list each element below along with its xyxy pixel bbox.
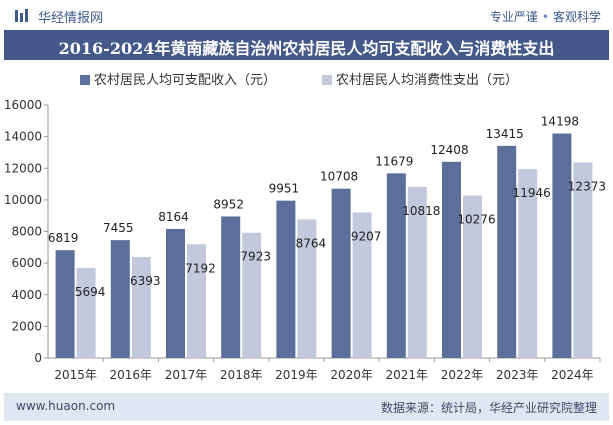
data-label-income: 8164 — [158, 210, 189, 224]
y-tick-label: 16000 — [4, 98, 42, 112]
y-tick-label: 0 — [34, 351, 42, 365]
legend-swatch-income — [80, 75, 90, 85]
x-tick-label: 2015年 — [54, 368, 97, 382]
y-tick-label: 14000 — [4, 130, 42, 144]
data-label-expense: 11946 — [513, 186, 551, 200]
title-bar: 2016-2024年黄南藏族自治州农村居民人均可支配收入与消费性支出 — [4, 30, 609, 60]
y-tick-label: 2000 — [11, 319, 42, 333]
data-label-expense: 8764 — [296, 236, 327, 250]
legend-item-income: 农村居民人均可支配收入（元） — [80, 69, 276, 88]
bar-expense — [131, 256, 151, 358]
bar-expense — [297, 219, 317, 358]
data-label-income: 13415 — [486, 127, 524, 141]
legend-label-income: 农村居民人均可支配收入（元） — [94, 73, 277, 88]
footer-url: www.huaon.com — [16, 399, 116, 413]
bar-expense — [407, 186, 427, 358]
y-tick-label: 4000 — [11, 288, 42, 302]
data-label-income: 7455 — [103, 221, 134, 235]
x-tick-label: 2017年 — [165, 368, 208, 382]
bar-expense — [242, 232, 262, 358]
tagline-right: 客观科学 — [552, 10, 601, 24]
footer-bar: www.huaon.com 数据来源：统计局，华经产业研究院整理 — [4, 393, 609, 421]
tagline: 专业严谨 • 客观科学 — [490, 8, 601, 25]
bar-chart: 0 2000 4000 6000 8000 10000 12000 14000 16000 201… — [4, 98, 606, 382]
data-label-expense: 10276 — [457, 213, 495, 227]
bar-income — [166, 228, 185, 358]
y-tick-label: 10000 — [4, 193, 42, 207]
bar-expense — [463, 195, 482, 358]
y-tick-label: 12000 — [4, 161, 42, 175]
data-label-expense: 9207 — [351, 229, 382, 243]
tagline-dot: • — [541, 10, 549, 24]
data-label-income: 8952 — [213, 197, 244, 211]
data-label-income: 11679 — [375, 154, 413, 168]
x-tick-label: 2020年 — [330, 368, 373, 382]
bar-income — [221, 216, 241, 358]
y-tick-label: 6000 — [11, 256, 42, 270]
data-label-expense: 6393 — [130, 274, 161, 288]
x-tick-label: 2023年 — [496, 368, 539, 382]
logo-icon — [15, 9, 28, 22]
bar-expense — [352, 212, 372, 358]
bar-expense — [76, 267, 96, 358]
data-label-income: 9951 — [269, 182, 300, 196]
top-bar: 华经情报网 专业严谨 • 客观科学 — [0, 0, 613, 30]
bar-income — [552, 133, 572, 358]
x-tick-label: 2022年 — [441, 368, 484, 382]
data-label-expense: 5694 — [75, 285, 106, 299]
data-label-expense: 7192 — [185, 261, 216, 275]
legend-swatch-expense — [322, 75, 332, 85]
brand-name: 华经情报网 — [38, 11, 104, 26]
bar-income — [497, 145, 517, 358]
data-label-income: 10708 — [320, 170, 358, 184]
tagline-left: 专业严谨 — [489, 10, 538, 24]
legend-item-expense: 农村居民人均消费性支出（元） — [322, 69, 518, 88]
bar-income — [442, 161, 461, 358]
chart-legend: 农村居民人均可支配收入（元） 农村居民人均消费性支出（元） — [0, 69, 613, 88]
x-tick-label: 2021年 — [386, 368, 429, 382]
bar-income — [276, 200, 296, 358]
x-tick-label: 2019年 — [275, 368, 318, 382]
data-label-income: 14198 — [541, 114, 579, 128]
bar-expense — [573, 162, 593, 358]
x-tick-label: 2016年 — [110, 368, 153, 382]
x-tick-label: 2018年 — [220, 368, 263, 382]
data-label-income: 12408 — [430, 143, 468, 157]
bar-income — [55, 250, 75, 358]
legend-label-expense: 农村居民人均消费性支出（元） — [336, 73, 519, 88]
bar-income — [331, 188, 351, 358]
footer-source: 数据来源：统计局，华经产业研究院整理 — [380, 401, 597, 415]
bar-expense — [187, 244, 206, 358]
data-label-expense: 7923 — [240, 250, 271, 264]
data-label-expense: 12373 — [568, 179, 606, 193]
data-label-expense: 10818 — [402, 204, 440, 218]
chart-title: 2016-2024年黄南藏族自治州农村居民人均可支配收入与消费性支出 — [58, 39, 555, 58]
bar-income — [386, 173, 406, 358]
y-tick-label: 8000 — [11, 225, 42, 239]
data-label-income: 6819 — [48, 231, 79, 245]
bar-income — [110, 240, 130, 358]
bar-expense — [518, 169, 538, 358]
x-tick-label: 2024年 — [551, 368, 594, 382]
